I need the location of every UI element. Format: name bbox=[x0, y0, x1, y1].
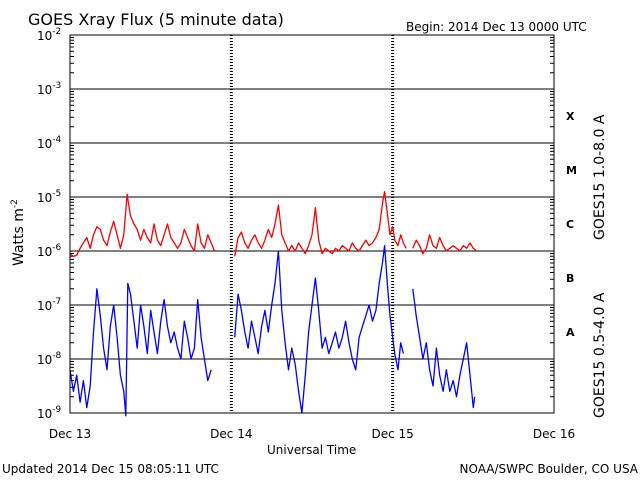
series-line-long bbox=[412, 234, 478, 255]
y-tick-label: 10-6 bbox=[37, 243, 62, 259]
x-tick-label: Dec 16 bbox=[533, 427, 575, 441]
legend-long-channel: GOES15 1.0-8.0 A bbox=[592, 114, 608, 240]
flare-class-label: M bbox=[566, 164, 577, 177]
flare-class-label: A bbox=[566, 326, 575, 339]
plot-frame bbox=[69, 34, 555, 414]
footer-updated: Updated 2014 Dec 15 08:05:11 UTC bbox=[2, 462, 219, 476]
flare-class-label: X bbox=[566, 110, 575, 123]
x-tick-label: Dec 13 bbox=[49, 427, 91, 441]
x-axis-label: Universal Time bbox=[267, 443, 356, 457]
flare-class-label: C bbox=[566, 218, 574, 231]
day-separators bbox=[70, 35, 554, 413]
chart-title: GOES Xray Flux (5 minute data) bbox=[28, 10, 284, 29]
y-tick-label: 10-3 bbox=[37, 81, 61, 97]
x-tick-label: Dec 14 bbox=[210, 427, 252, 441]
y-tick-label: 10-9 bbox=[37, 405, 62, 421]
y-tick-label: 10-8 bbox=[37, 351, 62, 367]
y-axis-label: Watts m-2 bbox=[10, 199, 27, 266]
footer-credit: NOAA/SWPC Boulder, CO USA bbox=[460, 462, 639, 476]
series-line-long bbox=[234, 190, 407, 257]
flare-class-labels: X M C B A bbox=[566, 110, 577, 339]
y-tick-label: 10-2 bbox=[37, 27, 61, 43]
y-tick-label: 10-5 bbox=[37, 189, 61, 205]
x-tick-labels: Dec 13 Dec 14 Dec 15 Dec 16 bbox=[49, 427, 575, 441]
series-layer bbox=[69, 190, 478, 417]
series-line-short bbox=[69, 282, 212, 417]
flare-class-label: B bbox=[566, 272, 574, 285]
legend-short-channel: GOES15 0.5-4.0 A bbox=[592, 292, 608, 418]
series-line-long bbox=[69, 193, 216, 258]
series-line-short bbox=[234, 244, 405, 414]
y-tick-label: 10-7 bbox=[37, 297, 61, 313]
x-tick-label: Dec 15 bbox=[372, 427, 414, 441]
begin-label: Begin: 2014 Dec 13 0000 UTC bbox=[406, 20, 587, 34]
y-tick-labels: 10-2 10-3 10-4 10-5 10-6 10-7 10-8 10-9 bbox=[37, 27, 62, 421]
series-line-short bbox=[412, 288, 476, 409]
y-tick-label: 10-4 bbox=[37, 135, 62, 151]
